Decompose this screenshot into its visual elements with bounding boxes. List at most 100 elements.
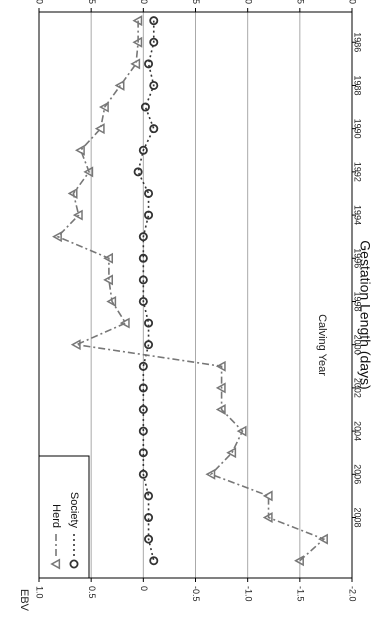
society-point bbox=[138, 448, 148, 458]
x-tick-label-text: 1988 bbox=[353, 75, 363, 95]
x-tick-label: 1998 bbox=[353, 291, 363, 311]
y-tick-label-top: 1.0 bbox=[35, 0, 45, 4]
axes: 1.0 1.0 0.5 0.5 0 0 -0.5 -0.5 -1.0 -1.0 -1.5 -1.5 -2… bbox=[35, 0, 363, 602]
herd-point bbox=[103, 274, 114, 286]
society-point bbox=[144, 188, 154, 198]
legend-label: Herd bbox=[50, 504, 62, 528]
x-tick-label: 1986 bbox=[353, 32, 363, 52]
herd-point bbox=[262, 512, 273, 523]
society-point bbox=[138, 404, 148, 414]
herd-point bbox=[132, 15, 143, 27]
y-tick-label-bottom: -0.5 bbox=[191, 586, 201, 602]
y-tick-label-text: -1.5 bbox=[295, 0, 305, 4]
society-point bbox=[149, 37, 159, 47]
x-tick-label-text: 2008 bbox=[353, 507, 363, 527]
x-tick-label-text: 1998 bbox=[353, 291, 363, 311]
y-tick-label-text: 1.0 bbox=[35, 0, 45, 4]
x-axis-label: Calving Year bbox=[316, 314, 328, 376]
society-point bbox=[138, 275, 148, 285]
society-point bbox=[144, 59, 154, 69]
society-point bbox=[138, 361, 148, 371]
legend-label-text: Society bbox=[68, 492, 80, 529]
x-tick-label-text: 2002 bbox=[353, 378, 363, 398]
x-tick-label: 2006 bbox=[353, 464, 363, 484]
herd-point bbox=[226, 447, 237, 459]
x-tick-label: 2000 bbox=[353, 335, 363, 355]
herd-point bbox=[67, 187, 78, 199]
society-point bbox=[149, 16, 159, 26]
herd-point bbox=[205, 468, 216, 480]
series-layer bbox=[52, 15, 328, 567]
herd-point bbox=[52, 231, 62, 243]
y-tick-label-bottom: -1.0 bbox=[243, 586, 253, 602]
herd-point bbox=[119, 317, 130, 329]
chart-title: Gestation Length (days) bbox=[357, 240, 373, 389]
y-tick-label-top: -2.0 bbox=[348, 0, 358, 4]
y-tick-label-top: -1.5 bbox=[295, 0, 305, 4]
society-point bbox=[138, 383, 148, 393]
y-tick-label-bottom: 0 bbox=[139, 586, 149, 591]
legend-box bbox=[38, 455, 90, 579]
x-axis-label-text: Calving Year bbox=[316, 314, 328, 376]
y-axis-label: EBV bbox=[18, 589, 30, 612]
y-axis-label-text: EBV bbox=[18, 589, 30, 612]
society-point bbox=[140, 102, 150, 112]
x-tick-label-text: 1990 bbox=[353, 119, 363, 139]
y-tick-label-text: 0 bbox=[139, 586, 149, 591]
x-tick-label: 2008 bbox=[353, 507, 363, 527]
herd-point bbox=[98, 101, 109, 113]
society-point bbox=[138, 232, 148, 242]
herd-point bbox=[294, 555, 304, 567]
society-point bbox=[149, 124, 159, 134]
society-point bbox=[133, 167, 143, 177]
y-tick-label-text: 0 bbox=[139, 0, 149, 4]
herd-line bbox=[56, 20, 326, 562]
series-herd bbox=[52, 15, 328, 567]
x-tick-label-text: 2004 bbox=[353, 421, 363, 441]
society-point bbox=[144, 513, 154, 523]
chart-title-text: Gestation Length (days) bbox=[357, 240, 373, 389]
x-tick-label-text: 1994 bbox=[353, 205, 363, 225]
x-tick-label: 2004 bbox=[353, 421, 363, 441]
society-point bbox=[138, 469, 148, 479]
y-tick-label-text: -1.0 bbox=[243, 0, 253, 4]
legend-label-text: Herd bbox=[50, 504, 62, 528]
x-tick-label: 1992 bbox=[353, 162, 363, 182]
x-tick-label-text: 1992 bbox=[353, 162, 363, 182]
y-tick-label-text: -2.0 bbox=[348, 0, 358, 4]
x-tick-label-text: 2006 bbox=[353, 464, 363, 484]
y-tick-label-text: -1.5 bbox=[295, 586, 305, 602]
herd-point bbox=[106, 296, 117, 307]
x-tick-label: 1994 bbox=[353, 205, 363, 225]
herd-point bbox=[83, 166, 94, 178]
y-tick-label-text: -2.0 bbox=[348, 586, 358, 602]
society-point bbox=[149, 556, 159, 566]
society-point bbox=[149, 80, 159, 90]
legend: Society Herd bbox=[38, 455, 90, 579]
x-tick-label: 1990 bbox=[353, 119, 363, 139]
society-point bbox=[144, 491, 154, 501]
x-tick-label: 1996 bbox=[353, 248, 363, 268]
grid-lines bbox=[90, 12, 301, 578]
legend-entry-society: Society bbox=[68, 492, 80, 569]
y-tick-label-text: 0.5 bbox=[87, 0, 97, 4]
society-point bbox=[138, 145, 148, 155]
herd-point bbox=[130, 58, 141, 70]
x-tick-label-text: 1996 bbox=[353, 248, 363, 268]
society-line bbox=[137, 20, 155, 561]
society-point bbox=[138, 253, 148, 263]
legend-herd-symbol bbox=[50, 558, 61, 570]
y-tick-label-bottom: -1.5 bbox=[295, 586, 305, 602]
y-tick-label-bottom: -2.0 bbox=[348, 586, 358, 602]
herd-point bbox=[94, 123, 105, 135]
y-tick-label-top: 0 bbox=[139, 0, 149, 4]
legend-entry-herd: Herd bbox=[50, 504, 62, 570]
society-point bbox=[144, 318, 154, 328]
y-tick-label-bottom: 0.5 bbox=[87, 586, 97, 599]
society-point bbox=[138, 296, 148, 306]
herd-point bbox=[215, 404, 226, 415]
y-tick-label-top: -0.5 bbox=[191, 0, 201, 4]
herd-point bbox=[70, 339, 81, 351]
herd-point bbox=[318, 533, 328, 545]
